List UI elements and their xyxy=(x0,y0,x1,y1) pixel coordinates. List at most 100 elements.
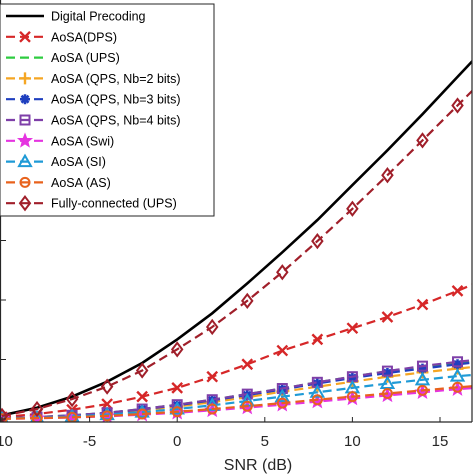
legend-marker xyxy=(19,176,31,188)
series-layer xyxy=(0,59,472,422)
legend-label: AoSA (QPS, Nb=2 bits) xyxy=(51,72,181,86)
legend-entry: AoSA(DPS) xyxy=(6,30,117,44)
data-point xyxy=(65,390,79,408)
legend-entry: AoSA (AS) xyxy=(6,176,111,190)
data-point xyxy=(0,407,9,422)
series-line xyxy=(1,283,472,419)
legend-label: Fully-connected (UPS) xyxy=(51,197,177,211)
x-tick-label: 10 xyxy=(344,433,361,450)
legend-label: AoSA (SI) xyxy=(51,155,106,169)
data-point xyxy=(99,406,115,421)
legend-label: AoSA(DPS) xyxy=(51,30,117,44)
series-9 xyxy=(0,381,472,422)
data-point xyxy=(417,363,428,374)
data-point xyxy=(381,388,393,399)
legend-entry: AoSA (Swi) xyxy=(6,132,114,148)
data-point xyxy=(0,413,8,422)
x-tick-label: 0 xyxy=(173,433,181,450)
legend-entry: AoSA (QPS, Nb=2 bits) xyxy=(6,72,181,86)
x-tick-label: 5 xyxy=(261,433,269,450)
data-point xyxy=(206,370,219,383)
data-point xyxy=(171,406,183,418)
data-point xyxy=(452,359,463,370)
legend-marker xyxy=(20,94,30,105)
legend: Digital Precoding AoSA(DPS) AoSA (UPS) AoSA… xyxy=(0,3,215,217)
x-axis-label: SNR (dB) xyxy=(224,457,292,474)
data-point xyxy=(309,384,326,398)
data-point xyxy=(346,200,359,217)
legend-entry: Fully-connected (UPS) xyxy=(6,195,177,212)
data-point xyxy=(101,410,113,422)
data-point xyxy=(312,378,323,389)
legend-entry: Digital Precoding xyxy=(6,10,146,24)
data-point xyxy=(382,367,393,378)
data-point xyxy=(31,412,43,422)
data-point xyxy=(276,383,288,395)
data-point xyxy=(311,333,324,346)
data-point xyxy=(241,400,253,412)
x-tick-label: -10 xyxy=(0,433,13,450)
data-point xyxy=(206,403,218,415)
series-2 xyxy=(0,283,472,422)
data-point xyxy=(414,371,431,386)
data-point xyxy=(276,264,289,281)
data-point xyxy=(452,381,464,393)
data-point xyxy=(416,360,428,372)
data-point xyxy=(100,378,114,395)
series-1 xyxy=(1,59,472,417)
data-point xyxy=(379,375,396,390)
series-line xyxy=(1,59,472,417)
data-point xyxy=(135,362,149,379)
data-point xyxy=(170,341,184,358)
data-point xyxy=(30,400,44,418)
x-tick-label: -5 xyxy=(83,433,96,450)
data-point xyxy=(346,391,358,403)
data-point xyxy=(276,344,289,357)
data-point xyxy=(451,285,464,297)
data-point xyxy=(241,388,253,400)
data-point xyxy=(311,232,324,250)
legend-marker xyxy=(17,153,33,168)
data-point xyxy=(171,382,184,394)
legend-label: Digital Precoding xyxy=(51,10,146,24)
series-line xyxy=(1,89,472,417)
data-point xyxy=(276,397,288,409)
data-point xyxy=(381,167,394,184)
series-line xyxy=(1,385,472,420)
legend-marker xyxy=(19,114,31,126)
data-point xyxy=(416,298,429,311)
legend-marker xyxy=(19,72,31,85)
legend-entry: AoSA (QPS, Nb=3 bits) xyxy=(6,93,181,107)
legend-marker xyxy=(18,195,32,212)
legend-label: AoSA (UPS) xyxy=(51,51,120,65)
series-10 xyxy=(0,89,472,422)
legend-label: AoSA (AS) xyxy=(51,176,111,190)
data-point xyxy=(241,292,254,309)
data-point xyxy=(205,318,219,336)
legend-box xyxy=(0,3,215,217)
data-point xyxy=(451,97,464,114)
data-point xyxy=(449,368,466,382)
legend-entry: AoSA (UPS) xyxy=(6,51,120,65)
x-tick-label: 15 xyxy=(432,433,449,450)
data-point xyxy=(452,356,464,368)
data-point xyxy=(311,394,323,406)
data-point xyxy=(241,358,254,371)
legend-label: AoSA (Swi) xyxy=(51,134,114,148)
legend-entry: AoSA (QPS, Nb=4 bits) xyxy=(6,114,181,128)
data-point xyxy=(274,388,291,403)
legend-marker xyxy=(19,30,31,43)
data-point xyxy=(346,322,359,335)
data-point xyxy=(416,132,429,149)
legend-marker xyxy=(16,132,34,148)
data-point xyxy=(136,390,149,403)
data-point xyxy=(416,384,428,396)
data-point xyxy=(136,408,148,420)
data-point xyxy=(381,311,394,323)
legend-label: AoSA (QPS, Nb=4 bits) xyxy=(51,114,181,128)
data-point xyxy=(30,409,45,422)
data-point xyxy=(347,372,358,383)
legend-label: AoSA (QPS, Nb=3 bits) xyxy=(51,93,181,107)
legend-entry: AoSA (SI) xyxy=(6,153,106,169)
